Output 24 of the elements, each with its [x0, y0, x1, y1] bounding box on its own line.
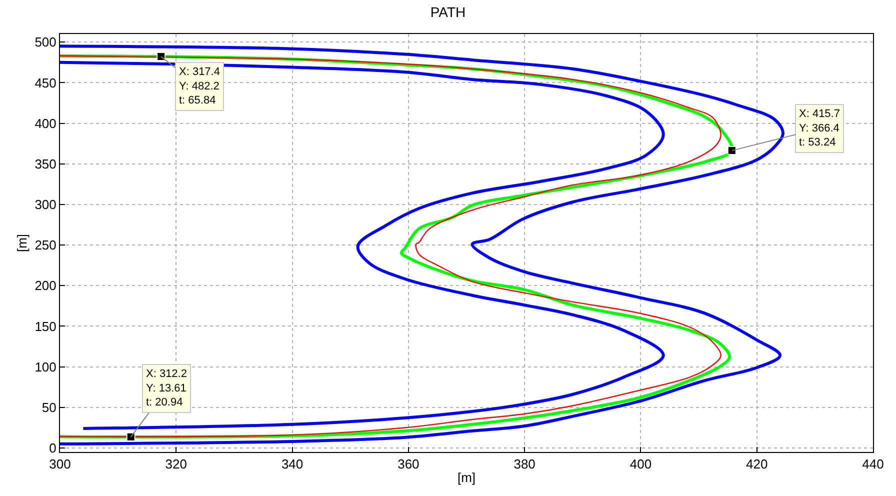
y-tick-label: 400 [34, 116, 56, 131]
y-tick-label: 350 [34, 156, 56, 172]
x-tick-label: 340 [281, 456, 304, 472]
annotation: X: 415.7 Y: 366.4 t: 53.24 [799, 108, 840, 149]
x-tick-label: 320 [165, 456, 187, 472]
annotation: X: 317.4 Y: 482.2 t: 65.84 [179, 66, 220, 107]
x-tick-label: 380 [514, 456, 536, 472]
y-tick-label: 200 [34, 278, 56, 294]
x-tick-label: 420 [746, 456, 768, 472]
y-tick-label: 450 [34, 75, 56, 90]
y-tick-label: 100 [34, 359, 56, 374]
y-tick-label: 50 [42, 400, 56, 415]
y-tick-label: 300 [34, 197, 56, 212]
y-tick-label: 0 [49, 440, 56, 456]
x-tick-label: 440 [862, 456, 884, 472]
y-tick-label: 150 [34, 318, 56, 334]
chart-title: PATH [430, 4, 466, 20]
y-tick-label: 500 [34, 34, 56, 50]
y-tick-label: 250 [34, 238, 56, 253]
x-tick-label: 400 [630, 456, 652, 472]
annotation: X: 312.2 Y: 13.61 t: 20.94 [146, 368, 187, 409]
x-axis-title: [m] [457, 470, 476, 486]
y-axis-title: [m] [14, 234, 30, 252]
x-tick-label: 360 [398, 456, 420, 472]
